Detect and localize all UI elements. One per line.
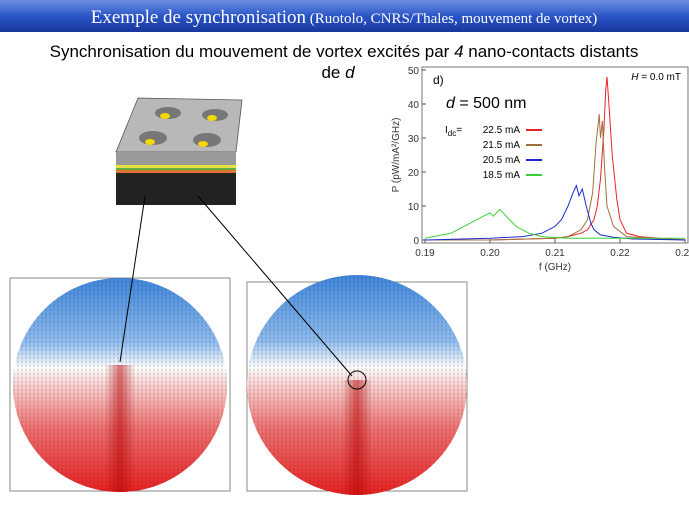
subtitle-text: nano-contacts distants xyxy=(464,42,639,61)
legend-label: 21.5 mA xyxy=(483,140,521,151)
x-tick-label: 0.19 xyxy=(415,248,435,259)
legend-label: 20.5 mA xyxy=(483,155,521,166)
spacing-note-part: = 500 nm xyxy=(455,95,527,112)
spectrum-line xyxy=(424,184,686,241)
spectrum-line xyxy=(425,76,686,241)
subtitle-line-1: Synchronisation du mouvement de vortex e… xyxy=(50,42,639,61)
field-note-part: H xyxy=(631,72,639,83)
slide-title: Exemple de synchronisation (Ruotolo, CNR… xyxy=(91,7,598,28)
title-main: Exemple de synchronisation xyxy=(91,7,307,28)
field-note: H = 0.0 mT xyxy=(631,72,681,83)
legend-title-part: I xyxy=(445,125,448,136)
pointer-line xyxy=(197,195,353,377)
vortex-map-right xyxy=(246,275,468,495)
pointer-line xyxy=(119,195,146,363)
vortex-map-left xyxy=(9,277,231,492)
legend-title-part: dc xyxy=(448,129,456,138)
x-tick-label: 0.23 xyxy=(675,248,689,259)
title-bar xyxy=(0,0,689,32)
spectrum-line xyxy=(425,114,686,241)
y-tick-label: 0 xyxy=(413,236,419,247)
x-axis-label: f (GHz) xyxy=(539,262,571,273)
panel-label: d) xyxy=(433,73,444,87)
legend-title-part: = xyxy=(456,125,462,136)
y-tick-label: 40 xyxy=(408,100,420,111)
subtitle-count: 4 xyxy=(454,42,463,61)
subtitle-distance: d xyxy=(345,63,355,82)
subtitle-text: de xyxy=(321,63,345,82)
subtitle-line-2: de d xyxy=(321,63,355,82)
x-tick-label: 0.21 xyxy=(545,248,565,259)
y-axis-label: P (pW/mA²/GHz) xyxy=(391,118,402,193)
spectrum-plot: 0.19 0.20 0.21 0.22 0.23 0 10 20 30 40 50 f (GHz) P … xyxy=(391,66,689,273)
field-note-part: = 0.0 mT xyxy=(638,72,681,83)
x-tick-label: 0.20 xyxy=(480,248,500,259)
legend-label: 18.5 mA xyxy=(483,170,521,181)
spacing-note-part: d xyxy=(446,95,456,112)
spacing-note: d = 500 nm xyxy=(446,95,527,112)
y-tick-label: 50 xyxy=(408,66,420,77)
title-source: (Ruotolo, CNRS/Thales, mouvement de vort… xyxy=(306,11,597,27)
device-sketch xyxy=(115,97,243,205)
y-tick-label: 30 xyxy=(408,134,420,145)
plot-frame xyxy=(421,66,689,244)
y-tick-label: 20 xyxy=(408,168,420,179)
x-tick-label: 0.22 xyxy=(610,248,630,259)
y-tick-label: 10 xyxy=(408,202,420,213)
spectrum-line xyxy=(424,208,685,239)
legend-title: Idc= xyxy=(445,125,462,138)
legend-label: 22.5 mA xyxy=(483,125,521,136)
subtitle-text: Synchronisation du mouvement de vortex e… xyxy=(50,42,454,61)
